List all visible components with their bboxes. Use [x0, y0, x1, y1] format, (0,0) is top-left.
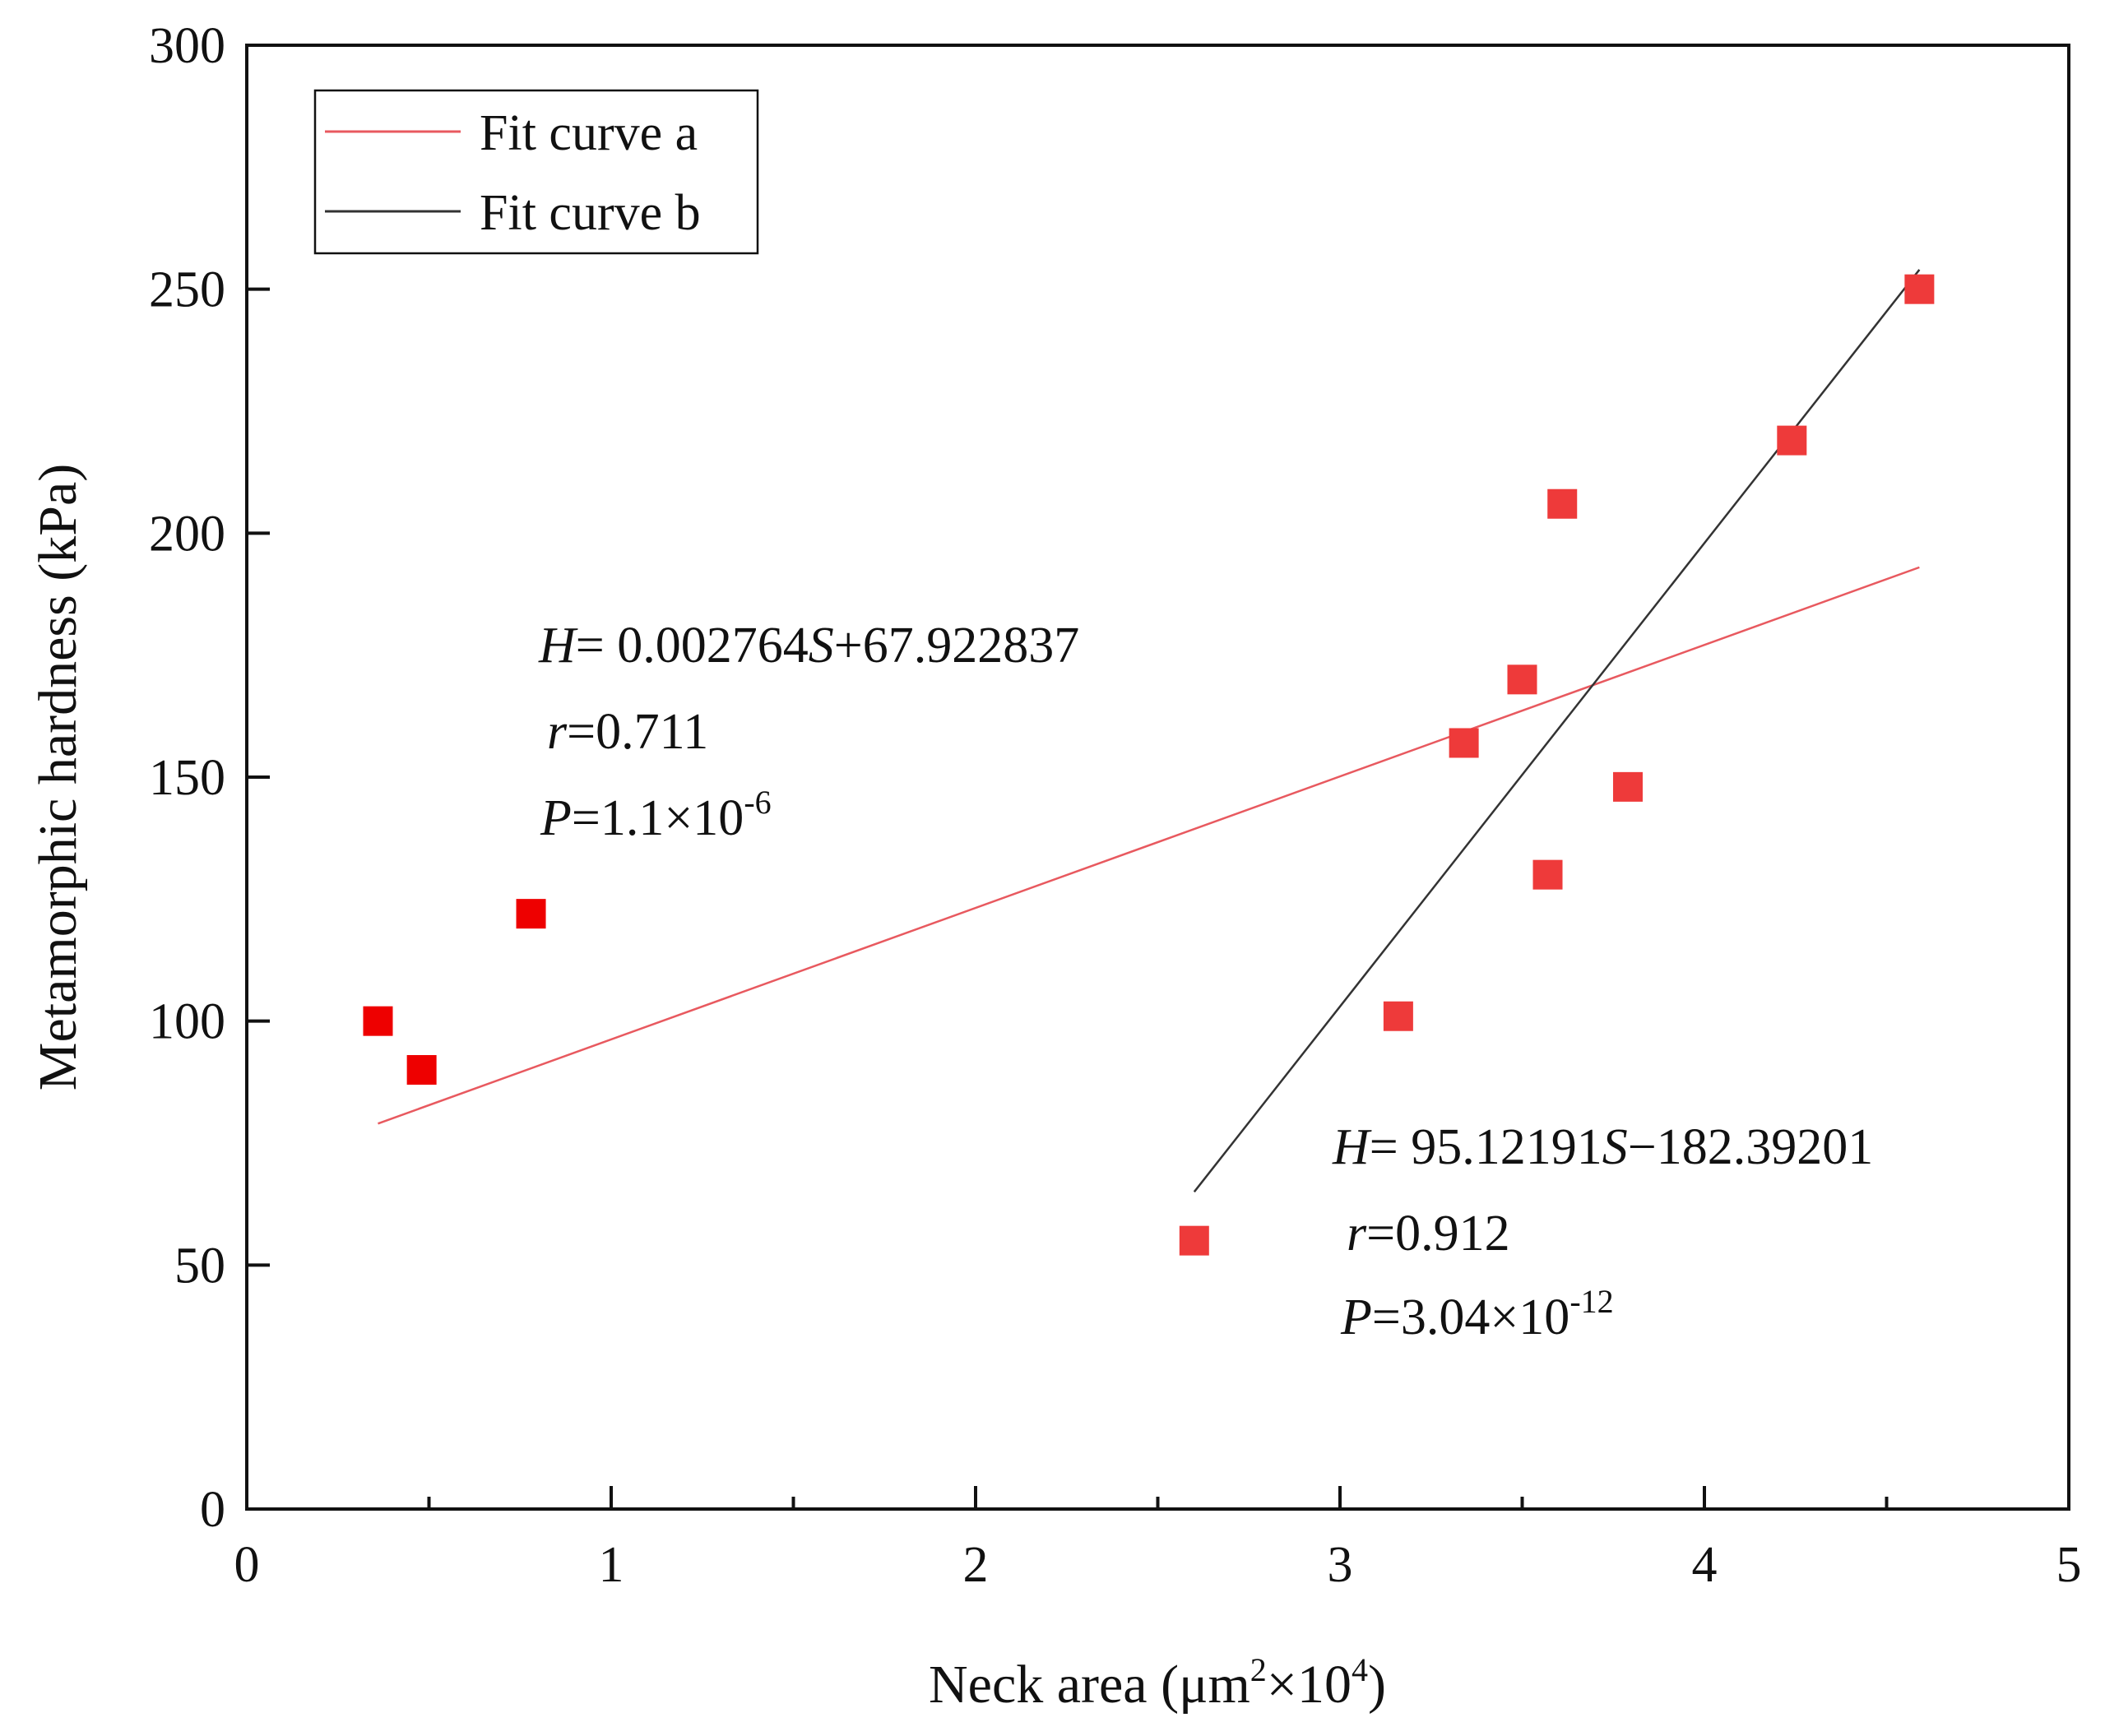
data-point-12: [1904, 274, 1935, 304]
y-tick-label-300: 300: [149, 18, 225, 74]
annotation-fit-a: H= 0.002764S+67.922837 r=0.711 P=1.1×10-…: [538, 618, 1079, 846]
x-axis-title: Neck area (μm2×104): [929, 1651, 1386, 1715]
y-tick-label-100: 100: [149, 994, 225, 1050]
data-point-5: [1383, 1001, 1413, 1031]
y-tick-label-50: 50: [174, 1238, 225, 1294]
legend-label-fit-curve-b: Fit curve b: [480, 185, 701, 241]
y-axis-title: Metamorphic hardness (kPa): [28, 464, 88, 1090]
data-point-1: [363, 1006, 393, 1036]
legend-label-fit-curve-a: Fit curve a: [480, 105, 698, 161]
data-point-11: [1777, 425, 1807, 456]
data-point-6: [1449, 728, 1479, 758]
x-tick-label-4: 4: [1692, 1537, 1718, 1593]
data-point-4: [1179, 1225, 1209, 1256]
legend: Fit curve a Fit curve b: [313, 89, 759, 255]
equation-a: H= 0.002764S+67.922837: [538, 618, 1079, 674]
equation-b: H= 95.12191S−182.39201: [1332, 1119, 1873, 1175]
legend-box: [313, 89, 759, 255]
p-value-b: P=3.04×10-12: [1340, 1283, 1614, 1345]
y-tick-label-200: 200: [149, 506, 225, 562]
data-points: [363, 274, 1935, 1256]
r-value-a: r=0.711: [547, 704, 708, 760]
fit-line-b: [1193, 269, 1921, 1193]
x-tick-label-3: 3: [1328, 1537, 1353, 1593]
data-point-9: [1547, 488, 1578, 519]
r-value-b: r=0.912: [1347, 1206, 1510, 1261]
data-point-10: [1612, 771, 1643, 802]
x-tick-label-1: 1: [599, 1537, 624, 1593]
y-tick-label-250: 250: [149, 262, 225, 318]
data-point-3: [516, 899, 546, 929]
y-axis: 0 50 100 150 200 250 300: [149, 18, 270, 1538]
fit-lines: [378, 269, 1921, 1193]
data-point-8: [1532, 859, 1563, 890]
y-tick-label-150: 150: [149, 750, 225, 806]
x-tick-label-0: 0: [234, 1537, 260, 1593]
p-value-a: P=1.1×10-6: [540, 784, 772, 846]
x-axis: 0 1 2 3 4 5: [234, 1486, 2082, 1593]
data-point-2: [406, 1055, 437, 1085]
annotation-fit-b: H= 95.12191S−182.39201 r=0.912 P=3.04×10…: [1332, 1119, 1873, 1345]
x-tick-label-5: 5: [2056, 1537, 2082, 1593]
y-tick-label-0: 0: [200, 1482, 225, 1538]
plot-frame: [245, 44, 2070, 1511]
x-tick-label-2: 2: [963, 1537, 989, 1593]
data-point-7: [1507, 664, 1537, 695]
fit-line-a: [378, 566, 1920, 1125]
